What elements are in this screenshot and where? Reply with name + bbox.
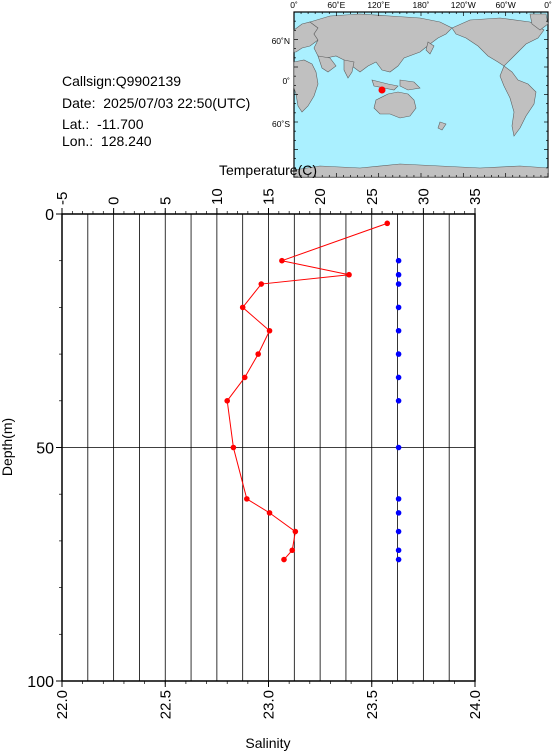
map-lat-tick-label: 60˚N bbox=[272, 36, 290, 46]
map-lon-tick-label: 60˚W bbox=[496, 0, 516, 10]
lon-row: Lon.: 128.240 bbox=[62, 133, 152, 149]
salinity-tick-label: 24.0 bbox=[467, 690, 484, 719]
salinity-tick-label: 23.0 bbox=[261, 690, 278, 719]
depth-axis: 0 50 100 bbox=[27, 207, 62, 691]
temperature-profile-line bbox=[226, 222, 388, 560]
salinity-point bbox=[395, 556, 402, 563]
salinity-series bbox=[395, 257, 402, 563]
lat-label: Lat.: bbox=[62, 116, 90, 132]
temperature-point bbox=[266, 510, 273, 516]
salinity-axis: 22.0 22.5 23.0 23.5 24.0 bbox=[54, 681, 484, 719]
salinity-tick-label: 23.5 bbox=[364, 690, 381, 719]
salinity-point bbox=[395, 374, 402, 381]
date-label: Date: bbox=[62, 95, 96, 111]
temperature-point bbox=[244, 496, 250, 502]
salinity-point bbox=[395, 281, 402, 287]
salinity-point bbox=[395, 398, 402, 404]
world-map: 0˚ 60˚E 120˚E 180˚ 120˚W 60˚W 0˚ 60˚N 0˚ 60˚S bbox=[272, 0, 552, 178]
temperature-point bbox=[384, 220, 391, 227]
date-value: 2025/07/03 22:50(UTC) bbox=[103, 95, 251, 111]
temperature-point bbox=[279, 257, 285, 264]
salinity-point bbox=[395, 257, 402, 264]
depth-axis-label: Depth(m) bbox=[0, 418, 15, 476]
depth-tick-label: 0 bbox=[45, 207, 54, 224]
temperature-point bbox=[258, 281, 265, 287]
map-lat-tick-label: 0˚ bbox=[282, 76, 290, 86]
salinity-tick-label: 22.5 bbox=[157, 690, 174, 719]
salinity-point bbox=[395, 510, 402, 516]
date-row: Date: 2025/07/03 22:50(UTC) bbox=[62, 95, 250, 111]
map-lon-tick-label: 120˚E bbox=[367, 0, 390, 10]
map-lon-tick-label: 120˚W bbox=[451, 0, 476, 10]
map-lon-tick-label: 0˚ bbox=[544, 0, 552, 10]
temperature-series bbox=[224, 220, 391, 563]
depth-tick-label: 50 bbox=[36, 441, 54, 458]
lon-value: 128.240 bbox=[100, 133, 152, 149]
salinity-point bbox=[395, 444, 402, 451]
temperature-point bbox=[281, 556, 287, 563]
salinity-point bbox=[395, 271, 402, 278]
temperature-point bbox=[255, 351, 261, 357]
temperature-point bbox=[346, 271, 352, 278]
chart-grid bbox=[62, 214, 475, 681]
map-lon-tick-label: 60˚E bbox=[327, 0, 345, 10]
lon-label: Lon.: bbox=[62, 133, 94, 149]
temperature-point bbox=[241, 374, 248, 381]
salinity-point bbox=[395, 496, 402, 502]
map-land bbox=[293, 13, 549, 178]
map-lon-tick-label: 180˚ bbox=[412, 0, 429, 10]
depth-tick-label: 100 bbox=[27, 674, 54, 691]
map-lat-tick-label: 60˚S bbox=[272, 119, 290, 129]
temperature-point bbox=[239, 304, 246, 311]
plot-frame bbox=[61, 213, 476, 682]
temperature-point bbox=[289, 547, 296, 554]
callsign-label: Callsign: bbox=[62, 73, 116, 89]
salinity-point bbox=[395, 327, 402, 334]
callsign-value: Q9902139 bbox=[115, 73, 182, 89]
station-marker bbox=[378, 86, 386, 94]
salinity-point bbox=[395, 351, 402, 357]
lat-row: Lat.: -11.700 bbox=[62, 116, 143, 132]
salinity-point bbox=[395, 304, 402, 311]
salinity-point bbox=[395, 528, 402, 535]
map-frame-ticks bbox=[293, 11, 549, 178]
callsign-row: Callsign:Q9902139 bbox=[62, 73, 181, 89]
map-top-ticks: 0˚ 60˚E 120˚E 180˚ 120˚W 60˚W 0˚ bbox=[290, 0, 552, 10]
temperature-point bbox=[292, 528, 299, 535]
salinity-point bbox=[395, 547, 402, 554]
salinity-tick-label: 22.0 bbox=[54, 690, 71, 719]
temperature-point bbox=[230, 444, 237, 451]
map-lon-tick-label: 0˚ bbox=[290, 0, 298, 10]
lat-value: -11.700 bbox=[97, 116, 144, 132]
map-left-ticks: 60˚N 0˚ 60˚S bbox=[272, 36, 291, 129]
salinity-axis-label: Salinity bbox=[245, 735, 290, 751]
temperature-point bbox=[266, 327, 273, 334]
temperature-point bbox=[224, 398, 230, 404]
